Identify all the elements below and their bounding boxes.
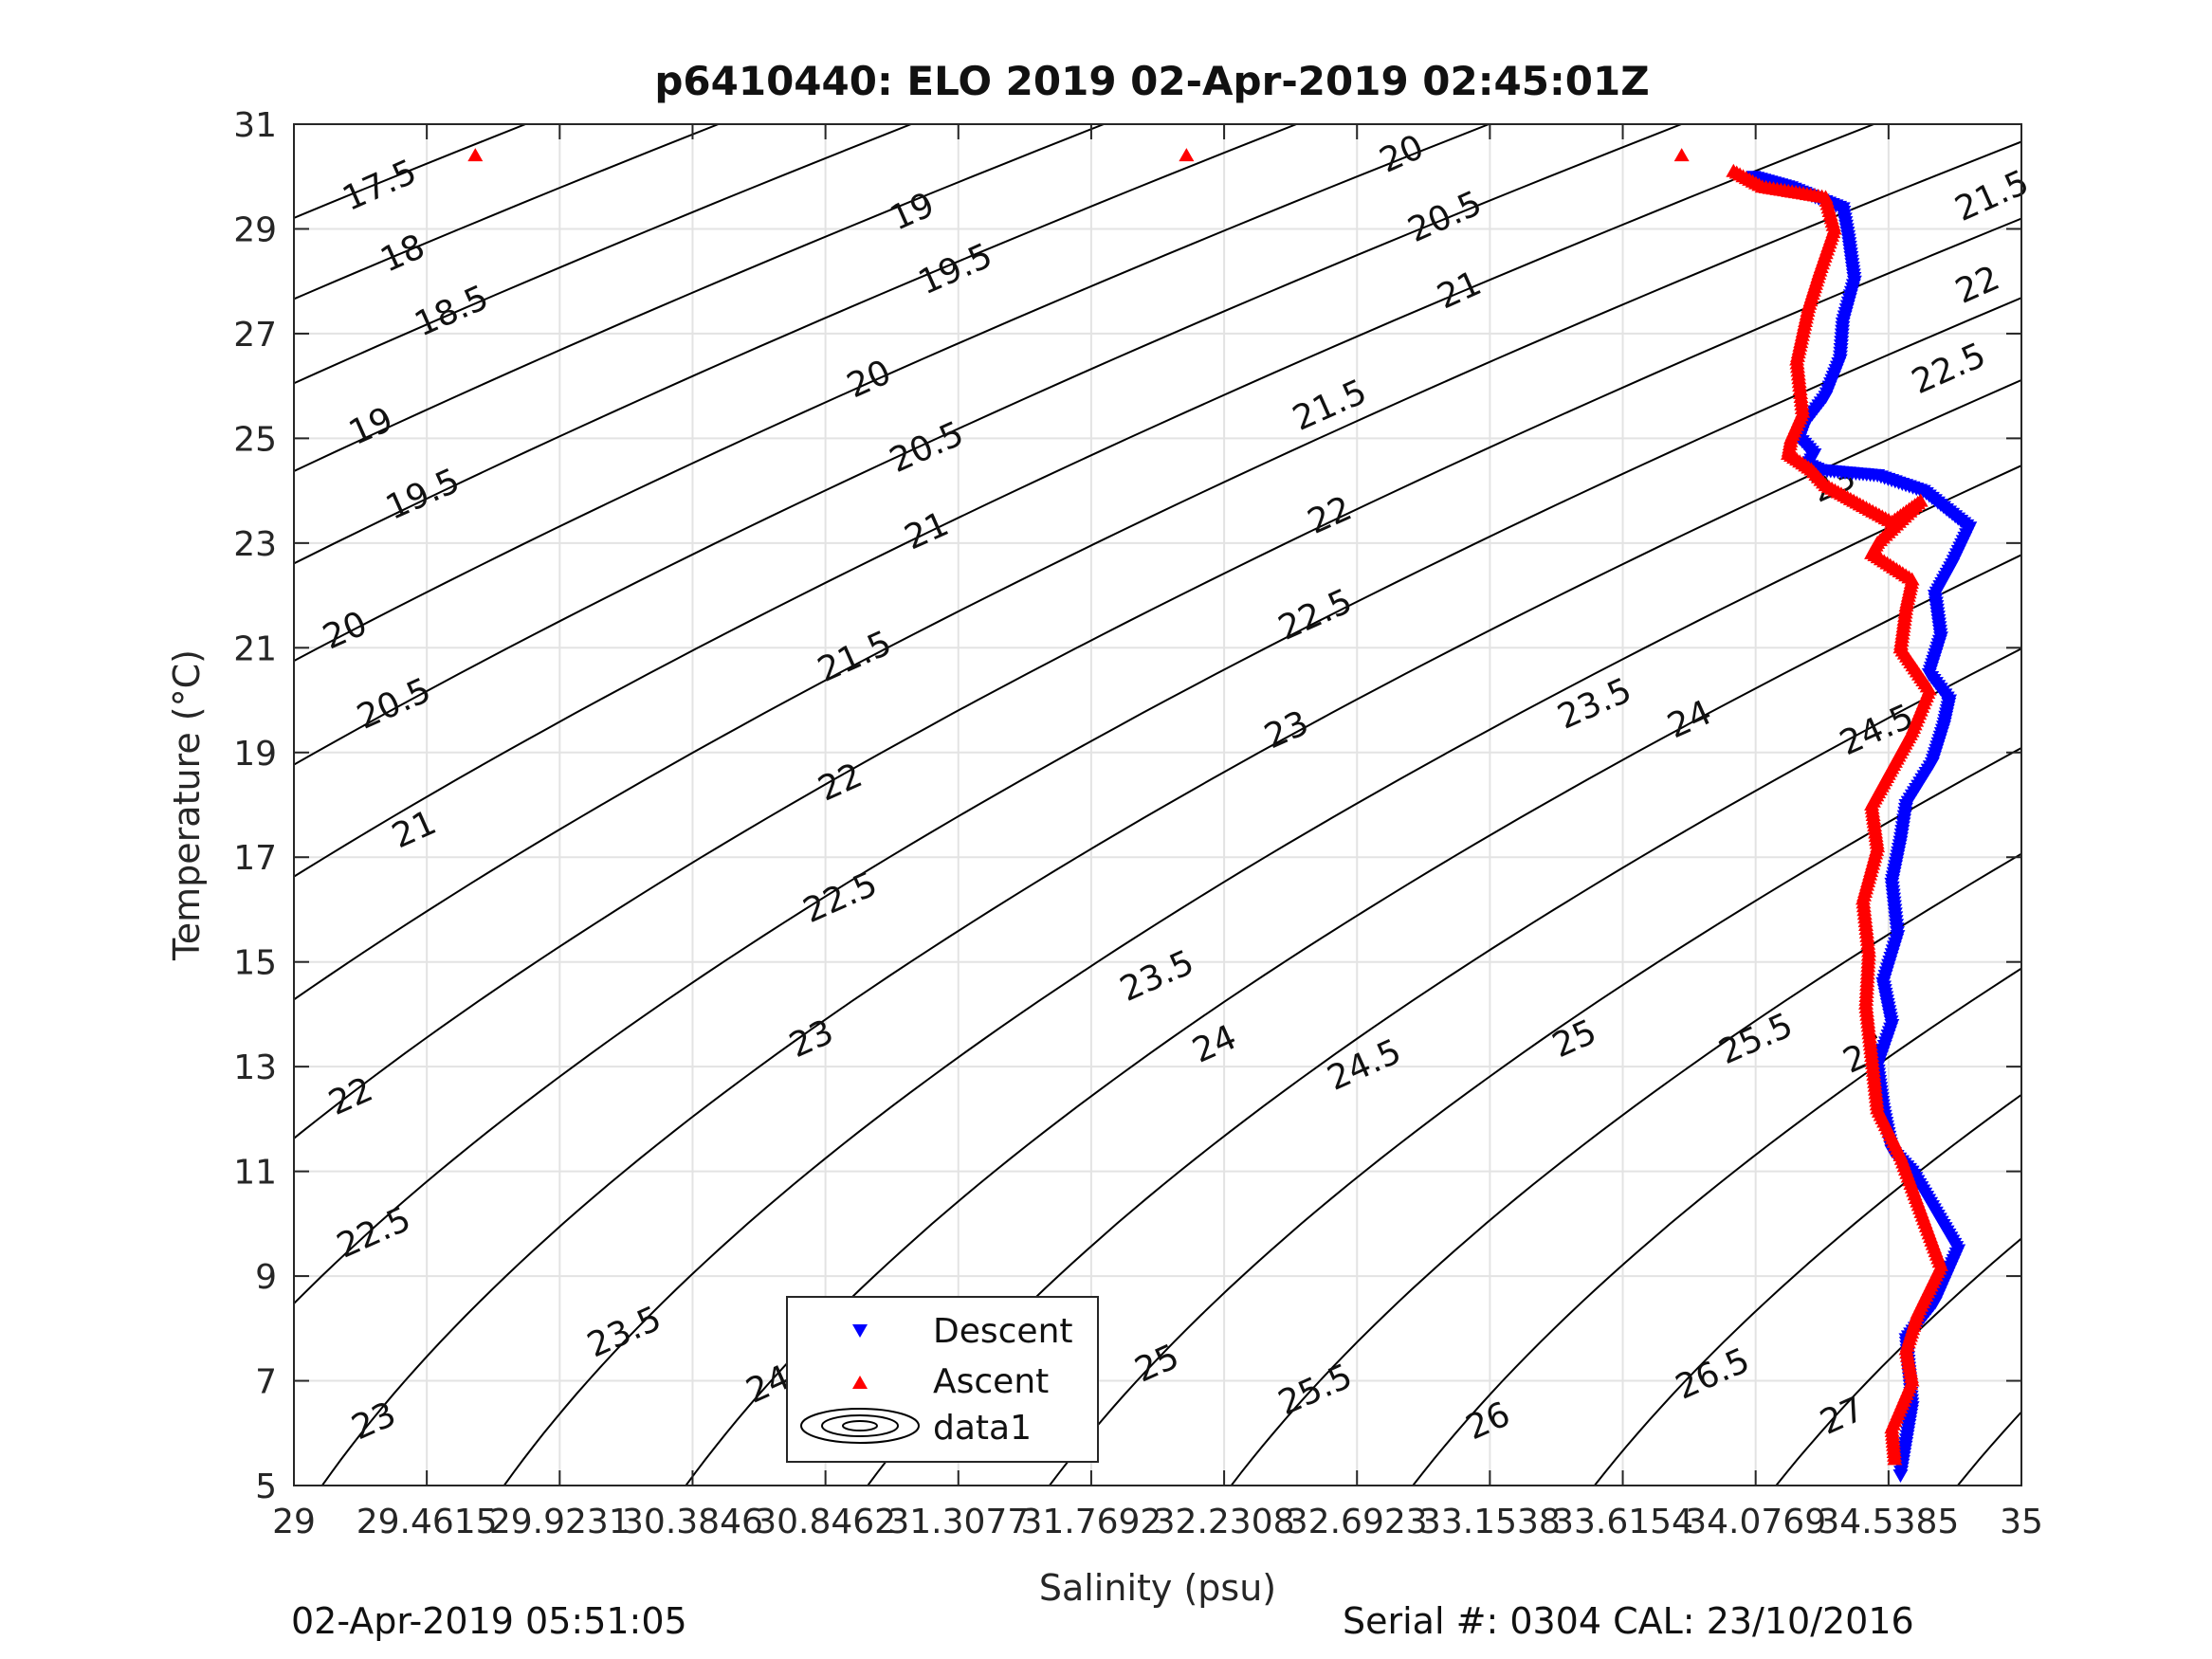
y-tick-label: 13 <box>233 1048 277 1087</box>
footer-timestamp: 02-Apr-2019 05:51:05 <box>291 1600 687 1642</box>
contour-line <box>294 124 1877 878</box>
x-tick-label: 34.5385 <box>1818 1503 1959 1541</box>
contour-line <box>1230 852 2021 1486</box>
contour-line <box>503 465 2021 1486</box>
contour-line <box>294 124 1300 565</box>
contour-line <box>1411 967 2021 1486</box>
x-tick-label: 32.6923 <box>1287 1503 1428 1541</box>
x-tick-label: 29 <box>272 1503 316 1541</box>
legend: Descent Ascent data1 <box>786 1296 1099 1463</box>
y-tick-label: 11 <box>233 1154 277 1193</box>
x-tick-label: 30.8462 <box>755 1503 896 1541</box>
x-tick-label: 29.9231 <box>489 1503 631 1541</box>
contour-line <box>294 124 1492 663</box>
ascent-marker <box>1179 148 1195 162</box>
contour-line <box>294 124 1106 473</box>
x-tick-label: 31.3077 <box>887 1503 1029 1541</box>
y-tick-label: 31 <box>233 106 277 145</box>
y-axis-label: Temperature (°C) <box>166 649 208 961</box>
x-axis-label: Salinity (psu) <box>1039 1567 1276 1609</box>
legend-descent-label: Descent <box>933 1312 1073 1351</box>
y-tick-label: 27 <box>233 316 277 355</box>
contour-line <box>294 124 914 385</box>
contour-line <box>320 378 2021 1486</box>
legend-ascent-label: Ascent <box>933 1362 1049 1401</box>
contour-line <box>294 297 2021 1305</box>
grid-lines <box>294 124 2021 1486</box>
contour-line <box>685 554 2021 1486</box>
y-tick-label: 19 <box>233 735 277 774</box>
footer-serial-cal: Serial #: 0304 CAL: 23/10/2016 <box>1343 1600 1914 1642</box>
y-tick-label: 25 <box>233 420 277 459</box>
y-tick-label: 15 <box>233 944 277 983</box>
ascent-marker <box>1673 148 1690 162</box>
contour-line <box>1593 1093 2021 1486</box>
legend-descent-marker <box>852 1324 868 1338</box>
legend-ascent-marker <box>852 1376 868 1389</box>
ascent-marker <box>467 148 484 162</box>
y-tick-label: 9 <box>255 1258 277 1297</box>
plot-frame <box>293 123 2022 1486</box>
axis-ticks: 29 29.461529.923130.384630.846231.307731.… <box>233 106 2043 1541</box>
x-tick-label: 33.6154 <box>1552 1503 1693 1541</box>
x-tick-label: 30.3846 <box>622 1503 763 1541</box>
contour-line <box>294 217 2021 1140</box>
x-tick-label: 35 <box>2000 1503 2043 1541</box>
x-tick-label: 33.1538 <box>1419 1503 1561 1541</box>
sigma-t-contours <box>294 124 2021 1486</box>
contour-line <box>1775 1237 2021 1486</box>
contour-line <box>294 124 529 219</box>
contour-line <box>294 124 722 301</box>
contour-line <box>294 140 2021 1001</box>
y-tick-label: 29 <box>233 210 277 249</box>
data-series <box>467 148 1978 1483</box>
y-tick-label: 5 <box>255 1468 277 1506</box>
y-tick-label: 21 <box>233 629 277 668</box>
legend-contour-marker <box>800 1408 920 1444</box>
ascent-marker <box>1887 1451 1903 1466</box>
y-tick-label: 23 <box>233 525 277 564</box>
descent-marker <box>1892 1468 1909 1483</box>
legend-data1-label: data1 <box>933 1409 1032 1448</box>
plot-area <box>294 124 2021 1486</box>
y-tick-label: 7 <box>255 1363 277 1402</box>
x-tick-label: 34.0769 <box>1685 1503 1826 1541</box>
x-tick-label: 29.4615 <box>356 1503 498 1541</box>
x-tick-label: 31.7692 <box>1020 1503 1161 1541</box>
y-tick-label: 17 <box>233 839 277 878</box>
chart-title: p6410440: ELO 2019 02-Apr-2019 02:45:01Z <box>654 58 1649 104</box>
contour-line <box>294 124 1685 766</box>
x-tick-label: 32.2308 <box>1154 1503 1295 1541</box>
